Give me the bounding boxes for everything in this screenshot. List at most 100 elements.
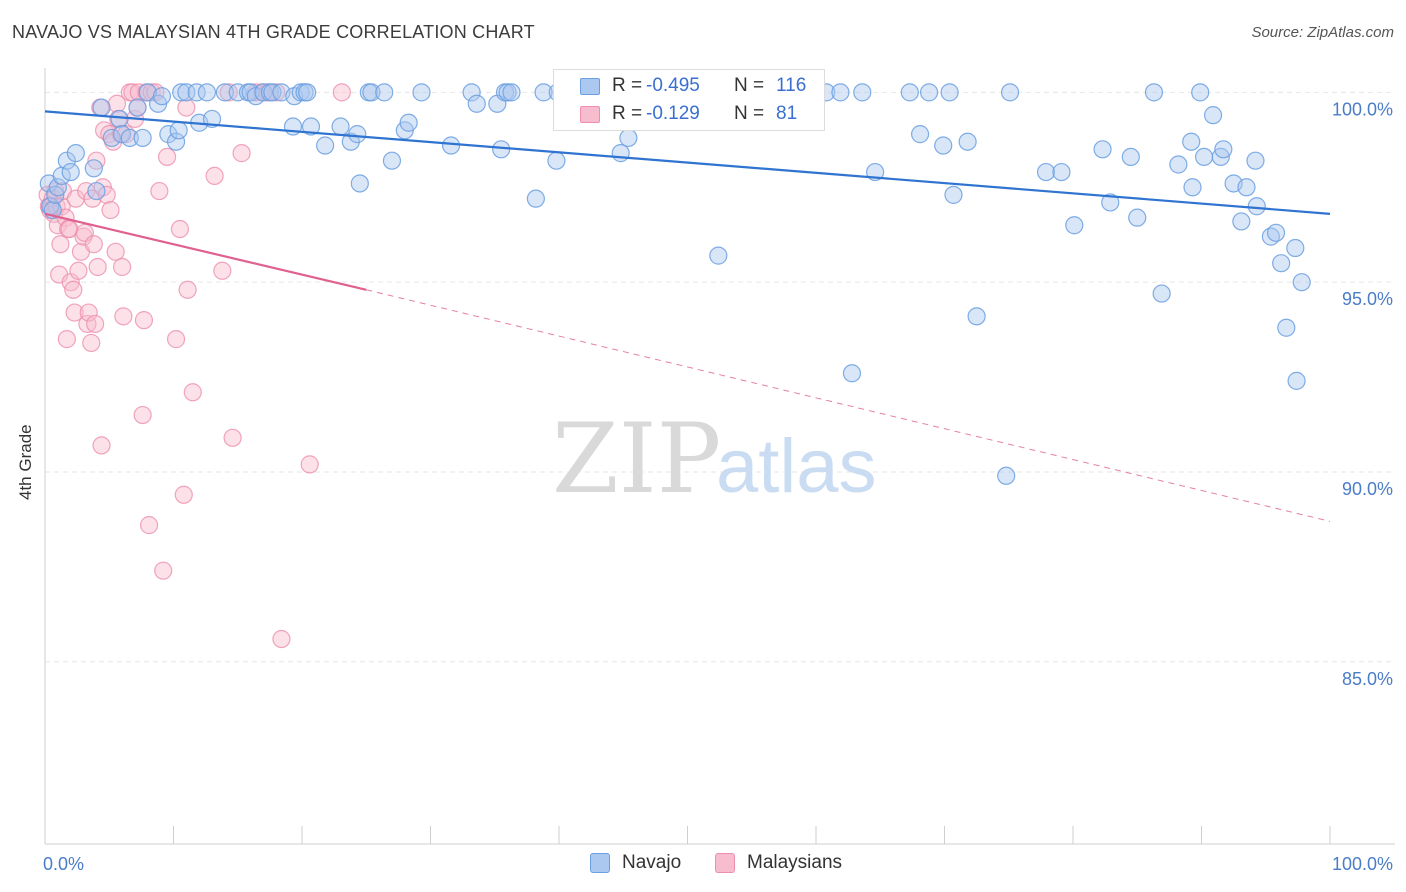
navajo-point — [526, 189, 545, 208]
n-value: 116 — [776, 75, 807, 96]
navajo-point — [1287, 371, 1306, 390]
malaysians-point — [86, 314, 105, 334]
navajo-point — [87, 181, 106, 201]
navajo-point — [1286, 238, 1305, 258]
navajo-point — [298, 83, 317, 102]
navajo-point — [462, 83, 481, 102]
navajo-point — [1191, 83, 1210, 102]
navajo-point — [316, 136, 335, 155]
navajo-point — [61, 162, 80, 182]
navajo-point — [900, 83, 919, 102]
navajo-point — [619, 128, 638, 148]
malaysians-point — [92, 436, 111, 455]
navajo-point — [412, 83, 431, 102]
r-value: -0.129 — [646, 103, 700, 124]
y-tick-label: 85.0% — [1342, 669, 1393, 689]
navajo-point — [1203, 106, 1223, 125]
navajo-point — [1121, 147, 1140, 167]
malaysians-point — [97, 185, 116, 204]
malaysians-point — [170, 219, 190, 239]
y-tick-label: 90.0% — [1342, 479, 1393, 499]
navajo-point — [350, 174, 369, 193]
navajo-point — [958, 132, 977, 151]
navajo-point — [66, 144, 85, 163]
navajo-point — [110, 109, 129, 129]
navajo-trend-line — [44, 110, 1331, 215]
navajo-point — [1237, 178, 1256, 197]
navajo-point — [1183, 178, 1202, 197]
navajo-point — [1194, 147, 1214, 167]
malaysians-point — [114, 307, 133, 326]
navajo-point — [1266, 223, 1286, 242]
navajo-point — [910, 125, 930, 144]
navajo-point — [1152, 284, 1171, 303]
malaysians-point — [133, 405, 152, 425]
malaysians-point — [84, 235, 103, 254]
trend-lines — [44, 110, 1331, 522]
navajo-point — [498, 83, 517, 102]
navajo-point — [172, 83, 191, 102]
malaysians-point — [205, 166, 224, 185]
correlation-legend: R = -0.495 N = 116 R = -0.129 N = 81 — [553, 69, 825, 131]
navajo-point — [1128, 208, 1147, 227]
navajo-point — [1144, 83, 1164, 102]
navajo-point — [1182, 132, 1201, 151]
navajo-point — [128, 98, 147, 117]
x-tick-label-min: 0.0% — [43, 854, 84, 874]
navajo-point — [202, 109, 222, 129]
navajo-point — [177, 83, 196, 102]
navajo-point — [341, 132, 360, 151]
navajo-point — [919, 83, 939, 102]
navajo-point — [709, 246, 728, 265]
navajo-point — [1246, 151, 1265, 170]
navajo-point — [1036, 162, 1056, 182]
navajo-point — [853, 83, 872, 102]
navajo-legend-swatch — [590, 853, 610, 873]
navajo-point — [362, 83, 381, 102]
navajo-point — [133, 128, 152, 148]
navajo-point — [166, 132, 186, 151]
source-label: Source: ZipAtlas.com — [1251, 24, 1394, 41]
navajo-point — [1247, 197, 1266, 216]
navajo-point — [1277, 318, 1296, 337]
malaysians-point — [213, 261, 232, 280]
navajo-point — [1292, 273, 1311, 292]
navajo-point — [331, 117, 350, 136]
malaysians-point — [64, 280, 83, 299]
malaysians-point — [88, 257, 107, 277]
malaysians-point — [142, 83, 161, 102]
n-label: N = — [734, 75, 765, 96]
malaysians-point — [134, 311, 154, 330]
navajo-point — [1272, 254, 1291, 273]
malaysians-trend-extension — [366, 289, 1331, 522]
navajo-legend-label: Navajo — [622, 852, 682, 873]
malaysians-point — [101, 200, 120, 220]
malaysians-point — [51, 235, 70, 254]
malaysians-point — [166, 330, 186, 349]
navajo-point — [152, 87, 172, 106]
axes — [44, 68, 1395, 845]
malaysians-legend-swatch — [715, 853, 735, 873]
navajo-point — [1000, 83, 1020, 102]
navajo-point — [187, 83, 206, 102]
navajo-point — [1214, 140, 1233, 159]
malaysians-point — [154, 561, 173, 580]
navajo-point — [1101, 193, 1120, 212]
n-value: 81 — [776, 103, 798, 124]
navajo-point — [940, 83, 959, 102]
navajo-point — [84, 159, 103, 178]
malaysians-point — [69, 261, 88, 280]
navajo-point — [441, 136, 461, 155]
navajo-point — [228, 83, 247, 102]
y-tick-label: 100.0% — [1332, 99, 1393, 119]
navajo-point — [169, 121, 188, 140]
malaysians-point — [82, 333, 101, 353]
malaysians-point — [106, 242, 125, 261]
x-tick-label-max: 100.0% — [1332, 854, 1393, 874]
navajo-point — [1169, 155, 1188, 174]
navajo-point — [831, 83, 850, 102]
malaysians-swatch — [580, 106, 600, 123]
malaysians-point — [232, 144, 251, 163]
malaysians-point — [65, 303, 84, 322]
r-label: R = — [612, 103, 643, 124]
